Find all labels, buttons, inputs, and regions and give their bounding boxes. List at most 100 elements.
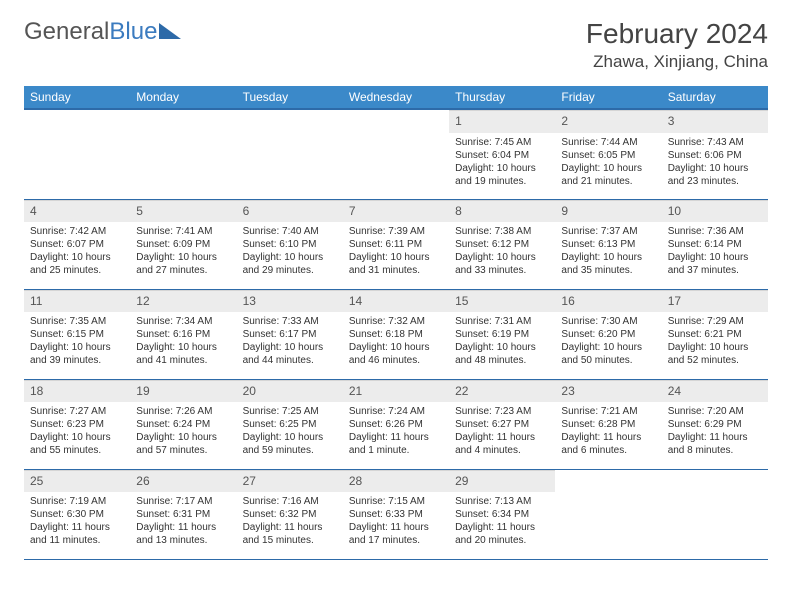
calendar-cell: 11Sunrise: 7:35 AMSunset: 6:15 PMDayligh…: [24, 289, 130, 379]
sunrise-line: Sunrise: 7:43 AM: [668, 136, 762, 149]
calendar-cell: [555, 469, 661, 559]
sunset-line: Sunset: 6:21 PM: [668, 328, 762, 341]
sunset-line: Sunset: 6:27 PM: [455, 418, 549, 431]
day-number: 2: [555, 110, 661, 133]
sunrise-line: Sunrise: 7:41 AM: [136, 225, 230, 238]
sunset-line: Sunset: 6:18 PM: [349, 328, 443, 341]
logo-part2: Blue: [109, 18, 157, 45]
daylight-line: Daylight: 10 hours and 31 minutes.: [349, 251, 443, 277]
sunrise-line: Sunrise: 7:38 AM: [455, 225, 549, 238]
daylight-line: Daylight: 10 hours and 59 minutes.: [243, 431, 337, 457]
sunset-line: Sunset: 6:14 PM: [668, 238, 762, 251]
calendar-cell: 6Sunrise: 7:40 AMSunset: 6:10 PMDaylight…: [237, 199, 343, 289]
day-body: Sunrise: 7:39 AMSunset: 6:11 PMDaylight:…: [343, 222, 449, 283]
daylight-line: Daylight: 10 hours and 29 minutes.: [243, 251, 337, 277]
sunrise-line: Sunrise: 7:33 AM: [243, 315, 337, 328]
sunset-line: Sunset: 6:10 PM: [243, 238, 337, 251]
calendar-cell: 1Sunrise: 7:45 AMSunset: 6:04 PMDaylight…: [449, 109, 555, 199]
day-number: 25: [24, 470, 130, 493]
day-number: 14: [343, 290, 449, 313]
day-body: Sunrise: 7:40 AMSunset: 6:10 PMDaylight:…: [237, 222, 343, 283]
daylight-line: Daylight: 10 hours and 37 minutes.: [668, 251, 762, 277]
calendar-row: 18Sunrise: 7:27 AMSunset: 6:23 PMDayligh…: [24, 379, 768, 469]
daylight-line: Daylight: 10 hours and 27 minutes.: [136, 251, 230, 277]
calendar-cell: 9Sunrise: 7:37 AMSunset: 6:13 PMDaylight…: [555, 199, 661, 289]
day-number: 18: [24, 380, 130, 403]
day-body: Sunrise: 7:45 AMSunset: 6:04 PMDaylight:…: [449, 133, 555, 194]
header: GeneralBlue February 2024 Zhawa, Xinjian…: [24, 18, 768, 72]
day-body: Sunrise: 7:35 AMSunset: 6:15 PMDaylight:…: [24, 312, 130, 373]
day-body: Sunrise: 7:26 AMSunset: 6:24 PMDaylight:…: [130, 402, 236, 463]
daylight-line: Daylight: 10 hours and 57 minutes.: [136, 431, 230, 457]
day-body: Sunrise: 7:16 AMSunset: 6:32 PMDaylight:…: [237, 492, 343, 553]
sunrise-line: Sunrise: 7:29 AM: [668, 315, 762, 328]
day-body: Sunrise: 7:23 AMSunset: 6:27 PMDaylight:…: [449, 402, 555, 463]
daylight-line: Daylight: 10 hours and 55 minutes.: [30, 431, 124, 457]
sunset-line: Sunset: 6:30 PM: [30, 508, 124, 521]
sunset-line: Sunset: 6:09 PM: [136, 238, 230, 251]
day-number: 1: [449, 110, 555, 133]
calendar-cell: 20Sunrise: 7:25 AMSunset: 6:25 PMDayligh…: [237, 379, 343, 469]
day-body: Sunrise: 7:13 AMSunset: 6:34 PMDaylight:…: [449, 492, 555, 553]
calendar-cell: 21Sunrise: 7:24 AMSunset: 6:26 PMDayligh…: [343, 379, 449, 469]
day-body: Sunrise: 7:24 AMSunset: 6:26 PMDaylight:…: [343, 402, 449, 463]
daylight-line: Daylight: 10 hours and 21 minutes.: [561, 162, 655, 188]
sunset-line: Sunset: 6:23 PM: [30, 418, 124, 431]
weekday-header-row: SundayMondayTuesdayWednesdayThursdayFrid…: [24, 86, 768, 109]
calendar-row: 1Sunrise: 7:45 AMSunset: 6:04 PMDaylight…: [24, 109, 768, 199]
sunrise-line: Sunrise: 7:20 AM: [668, 405, 762, 418]
day-body: Sunrise: 7:44 AMSunset: 6:05 PMDaylight:…: [555, 133, 661, 194]
sunrise-line: Sunrise: 7:37 AM: [561, 225, 655, 238]
daylight-line: Daylight: 10 hours and 52 minutes.: [668, 341, 762, 367]
weekday-header: Tuesday: [237, 86, 343, 109]
sunset-line: Sunset: 6:15 PM: [30, 328, 124, 341]
day-body: Sunrise: 7:43 AMSunset: 6:06 PMDaylight:…: [662, 133, 768, 194]
calendar-cell: [24, 109, 130, 199]
day-body: Sunrise: 7:33 AMSunset: 6:17 PMDaylight:…: [237, 312, 343, 373]
calendar-cell: 16Sunrise: 7:30 AMSunset: 6:20 PMDayligh…: [555, 289, 661, 379]
day-body: Sunrise: 7:21 AMSunset: 6:28 PMDaylight:…: [555, 402, 661, 463]
sunset-line: Sunset: 6:26 PM: [349, 418, 443, 431]
sunrise-line: Sunrise: 7:17 AM: [136, 495, 230, 508]
calendar-cell: [662, 469, 768, 559]
daylight-line: Daylight: 11 hours and 13 minutes.: [136, 521, 230, 547]
sunrise-line: Sunrise: 7:16 AM: [243, 495, 337, 508]
sunset-line: Sunset: 6:06 PM: [668, 149, 762, 162]
sunrise-line: Sunrise: 7:45 AM: [455, 136, 549, 149]
day-body: Sunrise: 7:41 AMSunset: 6:09 PMDaylight:…: [130, 222, 236, 283]
sunset-line: Sunset: 6:19 PM: [455, 328, 549, 341]
calendar-cell: 14Sunrise: 7:32 AMSunset: 6:18 PMDayligh…: [343, 289, 449, 379]
calendar-cell: 8Sunrise: 7:38 AMSunset: 6:12 PMDaylight…: [449, 199, 555, 289]
logo: GeneralBlue: [24, 18, 181, 46]
sunrise-line: Sunrise: 7:23 AM: [455, 405, 549, 418]
calendar-cell: 7Sunrise: 7:39 AMSunset: 6:11 PMDaylight…: [343, 199, 449, 289]
sunset-line: Sunset: 6:33 PM: [349, 508, 443, 521]
sunrise-line: Sunrise: 7:15 AM: [349, 495, 443, 508]
daylight-line: Daylight: 11 hours and 15 minutes.: [243, 521, 337, 547]
day-number: 10: [662, 200, 768, 223]
sunrise-line: Sunrise: 7:31 AM: [455, 315, 549, 328]
sunrise-line: Sunrise: 7:26 AM: [136, 405, 230, 418]
sunrise-line: Sunrise: 7:32 AM: [349, 315, 443, 328]
day-number: 6: [237, 200, 343, 223]
daylight-line: Daylight: 10 hours and 48 minutes.: [455, 341, 549, 367]
day-number: 11: [24, 290, 130, 313]
weekday-header: Friday: [555, 86, 661, 109]
daylight-line: Daylight: 10 hours and 19 minutes.: [455, 162, 549, 188]
day-body: Sunrise: 7:29 AMSunset: 6:21 PMDaylight:…: [662, 312, 768, 373]
calendar-cell: 15Sunrise: 7:31 AMSunset: 6:19 PMDayligh…: [449, 289, 555, 379]
day-body: Sunrise: 7:20 AMSunset: 6:29 PMDaylight:…: [662, 402, 768, 463]
day-number: 28: [343, 470, 449, 493]
day-number: 19: [130, 380, 236, 403]
sunset-line: Sunset: 6:17 PM: [243, 328, 337, 341]
day-number: 12: [130, 290, 236, 313]
sunset-line: Sunset: 6:24 PM: [136, 418, 230, 431]
calendar-cell: 23Sunrise: 7:21 AMSunset: 6:28 PMDayligh…: [555, 379, 661, 469]
daylight-line: Daylight: 10 hours and 44 minutes.: [243, 341, 337, 367]
logo-triangle-icon: [159, 23, 181, 39]
sunset-line: Sunset: 6:05 PM: [561, 149, 655, 162]
calendar-cell: [237, 109, 343, 199]
daylight-line: Daylight: 11 hours and 17 minutes.: [349, 521, 443, 547]
daylight-line: Daylight: 11 hours and 8 minutes.: [668, 431, 762, 457]
calendar-row: 25Sunrise: 7:19 AMSunset: 6:30 PMDayligh…: [24, 469, 768, 559]
